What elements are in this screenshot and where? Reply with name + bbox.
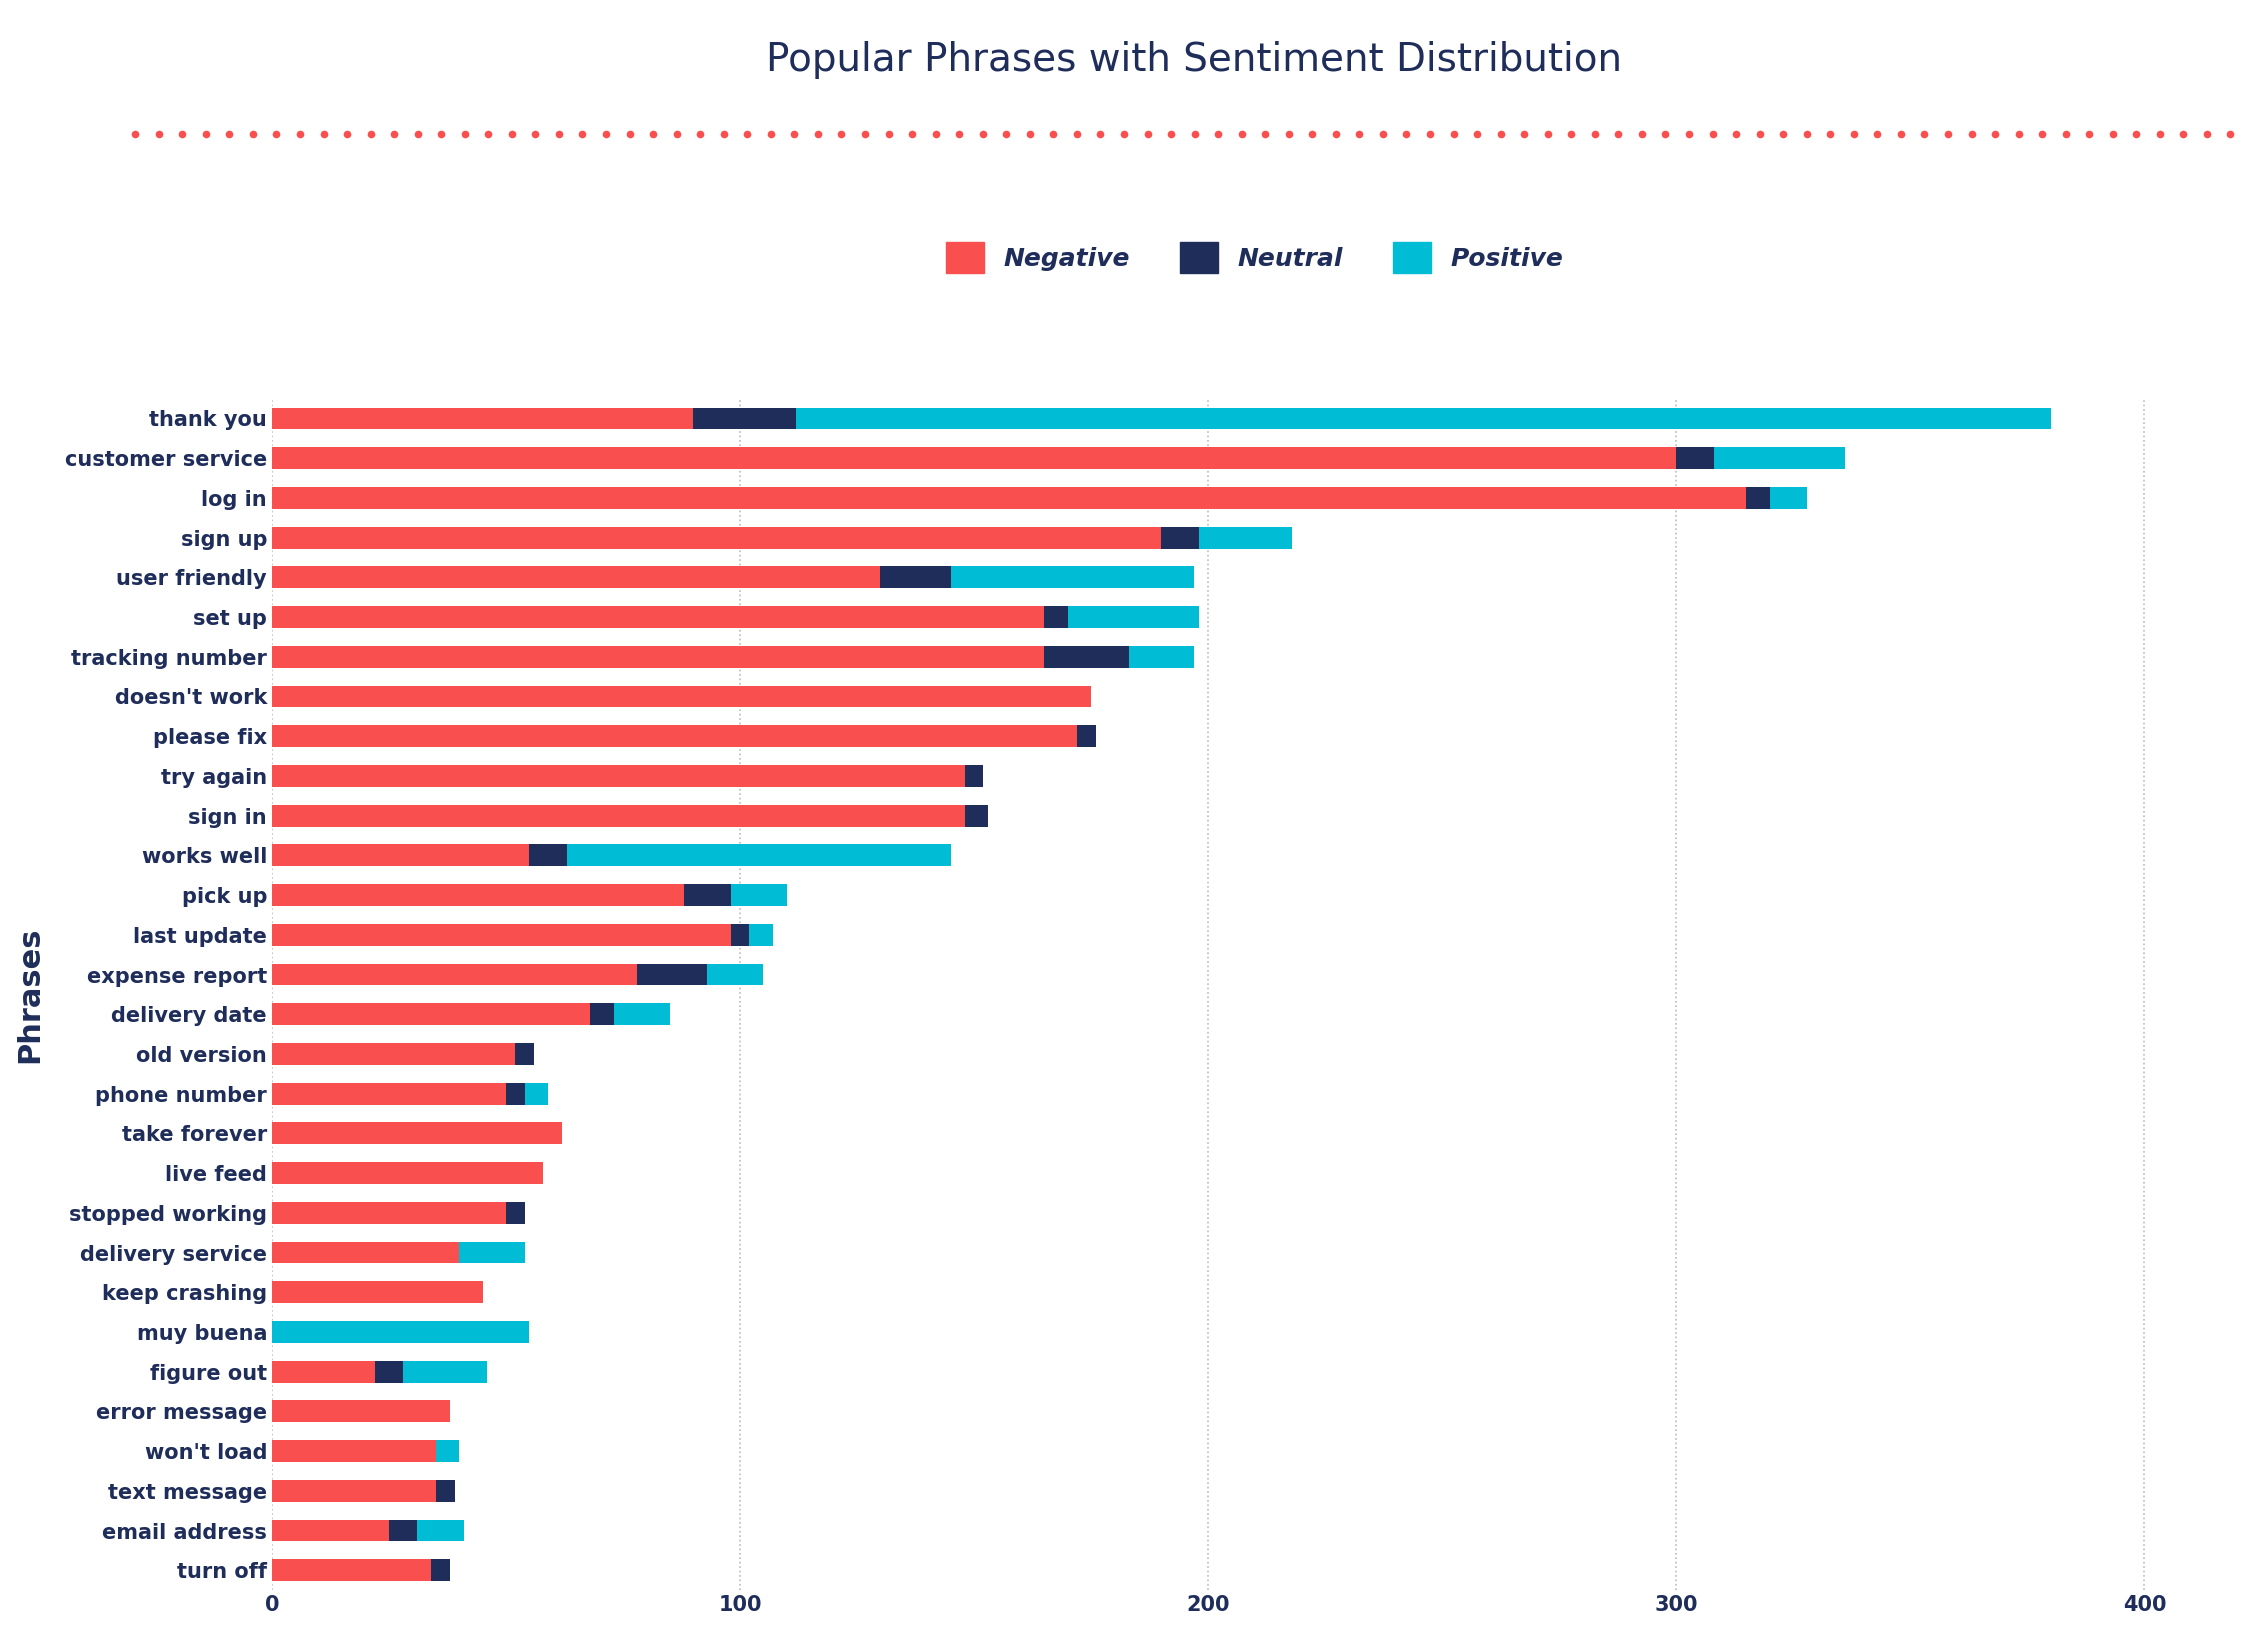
Bar — [273, 1281, 482, 1302]
Bar — [568, 844, 951, 866]
Bar — [273, 1361, 374, 1382]
Bar — [273, 844, 529, 866]
Bar — [417, 1519, 464, 1542]
Bar — [1129, 645, 1194, 668]
Bar — [273, 1560, 430, 1581]
Bar — [1045, 645, 1129, 668]
Bar — [273, 606, 1045, 628]
Bar — [795, 408, 2050, 429]
Bar — [507, 1082, 525, 1105]
Bar — [273, 1043, 516, 1064]
Bar — [273, 963, 638, 986]
Bar — [374, 1361, 403, 1382]
Bar — [1068, 606, 1199, 628]
Bar — [730, 883, 786, 906]
Bar — [1715, 447, 1845, 469]
Bar — [273, 487, 1746, 509]
Bar — [273, 566, 881, 588]
Legend: Negative, Neutral, Positive: Negative, Neutral, Positive — [937, 233, 1573, 284]
Bar — [273, 408, 694, 429]
Bar — [750, 924, 773, 945]
Bar — [507, 1201, 525, 1224]
Bar — [273, 1441, 435, 1462]
Bar — [273, 924, 730, 945]
Bar — [273, 1123, 563, 1144]
Y-axis label: Phrases: Phrases — [16, 926, 45, 1063]
Bar — [273, 526, 1160, 549]
Bar — [273, 1082, 507, 1105]
Bar — [273, 1480, 435, 1501]
Bar — [273, 1242, 460, 1263]
Bar — [951, 566, 1194, 588]
Bar — [1160, 526, 1199, 549]
Bar — [590, 1004, 613, 1025]
Bar — [435, 1441, 460, 1462]
Bar — [403, 1361, 487, 1382]
Bar — [525, 1082, 547, 1105]
Text: Popular Phrases with Sentiment Distribution: Popular Phrases with Sentiment Distribut… — [766, 41, 1622, 78]
Bar — [273, 805, 964, 826]
Bar — [1199, 526, 1293, 549]
Bar — [964, 764, 985, 787]
Bar — [1746, 487, 1771, 509]
Bar — [964, 805, 989, 826]
Bar — [1676, 447, 1715, 469]
Bar — [273, 764, 964, 787]
Bar — [1771, 487, 1807, 509]
Bar — [273, 1320, 529, 1343]
Bar — [685, 883, 730, 906]
Bar — [516, 1043, 534, 1064]
Bar — [273, 1004, 590, 1025]
Bar — [613, 1004, 669, 1025]
Bar — [694, 408, 795, 429]
Bar — [707, 963, 764, 986]
Bar — [273, 1400, 451, 1423]
Bar — [460, 1242, 525, 1263]
Bar — [273, 1162, 543, 1183]
Bar — [638, 963, 707, 986]
Bar — [1045, 606, 1068, 628]
Bar — [273, 1201, 507, 1224]
Bar — [273, 645, 1045, 668]
Bar — [390, 1519, 417, 1542]
Bar — [273, 883, 685, 906]
Bar — [881, 566, 951, 588]
Bar — [1077, 725, 1095, 747]
Bar — [435, 1480, 455, 1501]
Bar — [273, 447, 1676, 469]
Bar — [730, 924, 750, 945]
Bar — [529, 844, 568, 866]
Bar — [430, 1560, 451, 1581]
Bar — [273, 725, 1077, 747]
Bar — [273, 1519, 390, 1542]
Bar — [273, 686, 1090, 707]
